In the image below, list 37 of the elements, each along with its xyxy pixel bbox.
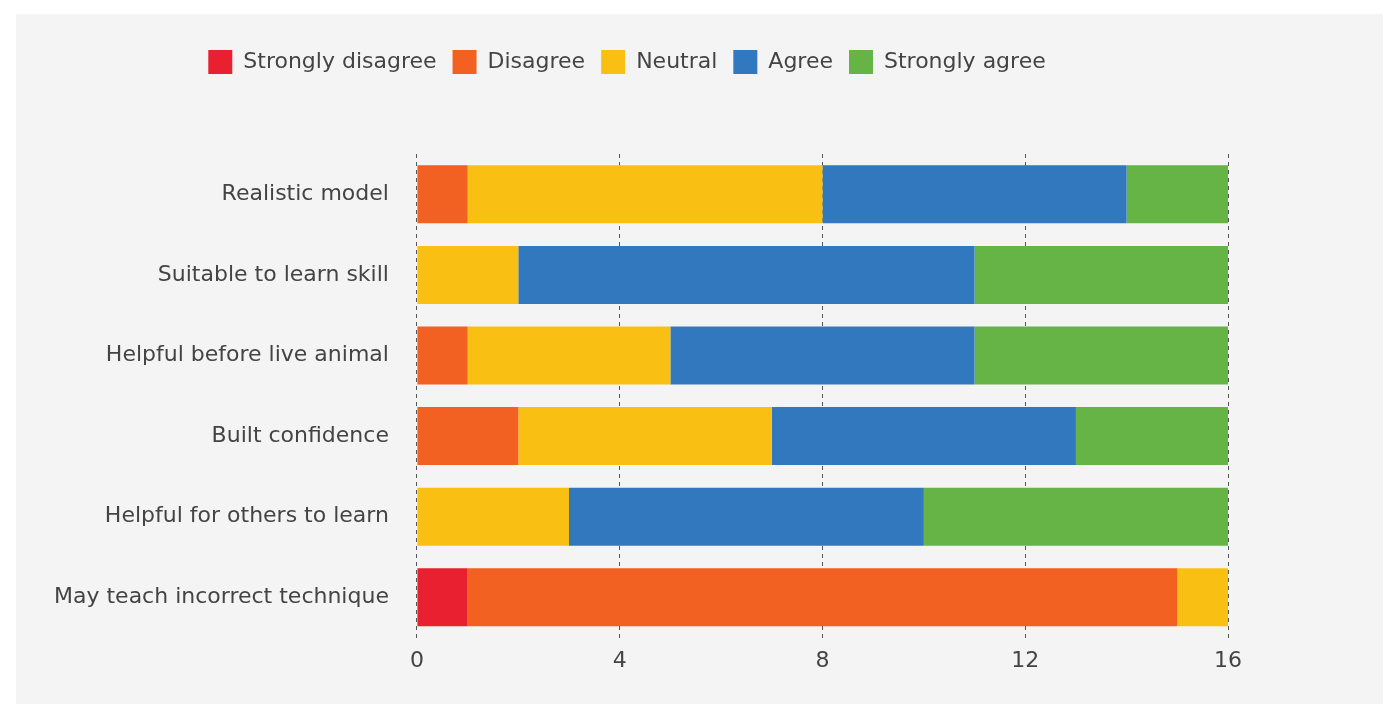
bar xyxy=(822,165,1127,224)
bar xyxy=(670,326,975,385)
x-tick-label: 0 xyxy=(409,646,424,672)
bar xyxy=(518,407,772,466)
bar xyxy=(974,326,1228,385)
legend-label: Agree xyxy=(768,47,833,73)
bar xyxy=(417,165,468,224)
x-tick-label: 12 xyxy=(1011,646,1040,672)
bar xyxy=(467,568,1178,627)
y-tick-label: Helpful before live animal xyxy=(105,341,389,367)
bar xyxy=(569,487,924,546)
bar xyxy=(771,407,1076,466)
bar xyxy=(467,165,823,224)
legend-label: Strongly disagree xyxy=(243,47,437,73)
x-tick-label: 16 xyxy=(1214,646,1242,672)
y-tick-label: May teach incorrect technique xyxy=(53,583,389,609)
bar xyxy=(467,326,671,385)
bar xyxy=(1177,568,1228,627)
bar xyxy=(1126,165,1228,224)
y-tick-label: Built confidence xyxy=(211,421,389,447)
legend-label: Strongly agree xyxy=(883,47,1046,73)
bar xyxy=(417,326,468,385)
x-tick-label: 4 xyxy=(612,646,627,672)
bar xyxy=(974,245,1228,304)
bar xyxy=(923,487,1228,546)
y-tick-label: Realistic model xyxy=(221,180,389,206)
x-tick-label: 8 xyxy=(815,646,830,672)
bar xyxy=(1075,407,1228,466)
y-tick-label: Suitable to learn skill xyxy=(157,260,389,286)
legend-label: Disagree xyxy=(487,47,586,73)
bar xyxy=(417,407,519,466)
bar xyxy=(417,568,468,627)
y-tick-label: Helpful for others to learn xyxy=(104,502,389,528)
bar xyxy=(417,245,519,304)
bar xyxy=(417,487,570,546)
bar xyxy=(518,245,975,304)
legend-label: Neutral xyxy=(636,47,718,73)
